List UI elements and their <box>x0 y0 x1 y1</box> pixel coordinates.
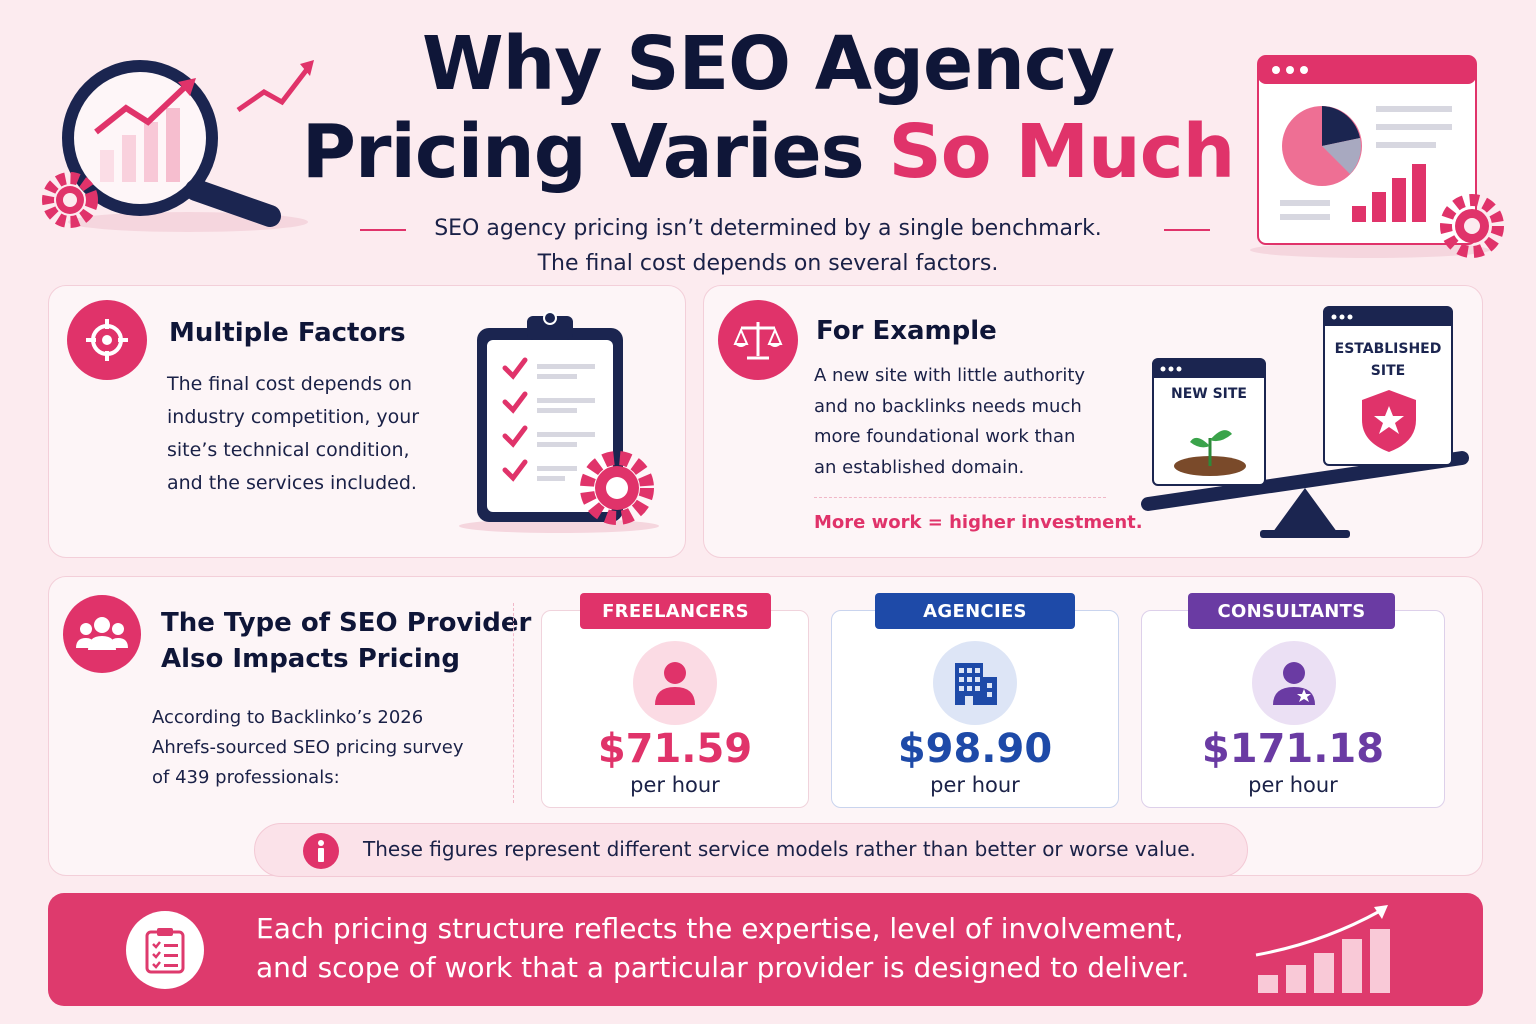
provider-title-line: The Type of SEO Provider <box>161 608 532 638</box>
users-icon <box>63 595 141 673</box>
info-icon <box>303 833 339 869</box>
provider-divider <box>513 603 514 803</box>
established-label-line: SITE <box>1370 363 1406 379</box>
title-accent-text: So Much <box>888 109 1236 195</box>
example-line: A new site with little authority <box>814 365 1086 386</box>
footer-banner: Each pricing structure reflects the expe… <box>48 893 1483 1006</box>
example-line: more foundational work than <box>814 426 1076 447</box>
consultant-avatar-icon <box>1252 641 1336 725</box>
factors-line: The final cost depends on <box>167 373 413 395</box>
window-dots-icon <box>1160 366 1182 372</box>
subtitle-rule-left <box>360 229 406 231</box>
freelancers-box: $71.59 per hour <box>541 610 809 808</box>
factors-line: industry competition, your <box>167 406 420 428</box>
provider-source-line: of 439 professionals: <box>152 767 340 788</box>
footer-line-1: Each pricing structure reflects the expe… <box>256 912 1184 945</box>
example-title: For Example <box>816 316 997 346</box>
window-titlebar <box>1154 360 1264 378</box>
freelancer-avatar-icon <box>633 641 717 725</box>
provider-title: The Type of SEO Provider Also Impacts Pr… <box>161 605 531 677</box>
new-site-window: NEW SITE <box>1152 358 1266 486</box>
title-main-text: Pricing Varies <box>301 109 889 195</box>
analytics-dashboard-icon <box>1250 55 1504 258</box>
agencies-unit: per hour <box>930 773 1020 797</box>
freelancers-unit: per hour <box>630 773 720 797</box>
freelancers-price: $71.59 <box>597 726 753 772</box>
window-dots-icon <box>1331 314 1353 320</box>
factors-line: site’s technical condition, <box>167 439 410 461</box>
factors-card: Multiple Factors The final cost depends … <box>48 285 686 558</box>
shield-star-icon <box>1362 390 1416 452</box>
target-icon <box>67 300 147 380</box>
freelancers-badge: FREELANCERS <box>580 593 771 629</box>
info-note-text: These figures represent different servic… <box>363 837 1196 861</box>
established-site-window: ESTABLISHED SITE <box>1323 306 1453 466</box>
new-site-label: NEW SITE <box>1170 386 1247 402</box>
page-title-line-2: Pricing Varies So Much <box>0 110 1536 194</box>
factors-line: and the services included. <box>167 472 417 494</box>
agencies-price: $98.90 <box>897 726 1053 772</box>
subtitle-rule-right <box>1164 229 1210 231</box>
page-title-line-1: Why SEO Agency <box>421 21 1115 107</box>
agencies-badge: AGENCIES <box>875 593 1075 629</box>
provider-title-line: Also Impacts Pricing <box>161 644 460 674</box>
provider-source: According to Backlinko’s 2026 Ahrefs-sou… <box>152 703 463 793</box>
consultants-price: $171.18 <box>1201 726 1385 772</box>
established-site-label: ESTABLISHED SITE <box>1325 338 1451 382</box>
clipboard-icon <box>126 911 204 989</box>
provider-source-line: According to Backlinko’s 2026 <box>152 707 424 728</box>
established-label-line: ESTABLISHED <box>1334 341 1442 357</box>
info-note: These figures represent different servic… <box>254 823 1248 877</box>
magnifier-growth-icon <box>42 60 314 232</box>
window-titlebar <box>1325 308 1451 326</box>
consultants-unit: per hour <box>1248 773 1338 797</box>
example-text: A new site with little authority and no … <box>814 361 1085 483</box>
growth-bars-icon <box>1255 905 1390 993</box>
factors-text: The final cost depends on industry compe… <box>167 368 419 500</box>
building-icon <box>933 641 1017 725</box>
subtitle-line-1: SEO agency pricing isn’t determined by a… <box>434 216 1102 241</box>
agencies-box: $98.90 per hour <box>831 610 1119 808</box>
factors-title: Multiple Factors <box>169 318 406 348</box>
example-line: an established domain. <box>814 456 1025 478</box>
scale-icon <box>718 300 798 380</box>
consultants-box: $171.18 per hour <box>1141 610 1445 808</box>
example-line: and no backlinks needs much <box>814 395 1082 417</box>
example-highlight: More work = higher investment. <box>814 512 1143 533</box>
example-card: For Example A new site with little autho… <box>703 285 1483 558</box>
example-divider <box>814 497 1106 498</box>
consultants-badge: CONSULTANTS <box>1188 593 1395 629</box>
provider-source-line: Ahrefs-sourced SEO pricing survey <box>152 737 464 758</box>
sprout-icon <box>1174 430 1246 476</box>
checklist-clipboard-icon <box>459 311 659 533</box>
footer-line-2: and scope of work that a particular prov… <box>256 951 1190 984</box>
subtitle-line-2: The final cost depends on several factor… <box>537 251 999 276</box>
